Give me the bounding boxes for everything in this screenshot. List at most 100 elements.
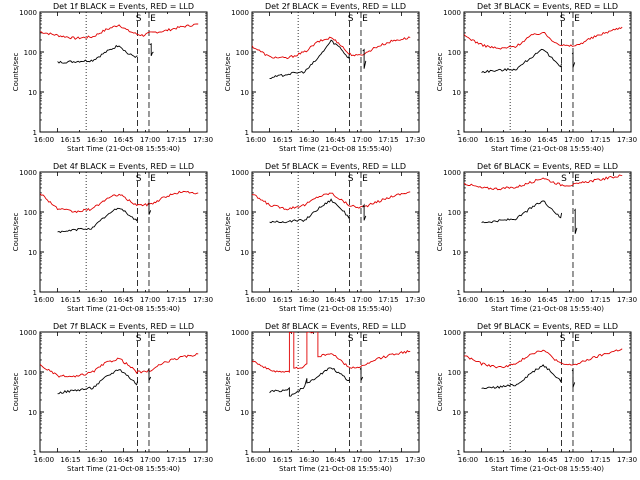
x-tick-label: 17:00 [352, 456, 372, 464]
events-series-line [362, 48, 367, 69]
x-tick-label: 16:30 [299, 136, 319, 144]
x-tick-label: 16:45 [537, 296, 557, 304]
start-marker-label: S [560, 334, 566, 344]
x-tick-label: 16:45 [325, 456, 345, 464]
x-tick-label: 16:30 [87, 456, 107, 464]
x-tick-label: 17:00 [352, 296, 372, 304]
x-tick-label: 16:15 [272, 136, 292, 144]
x-tick-label: 16:00 [34, 456, 54, 464]
panel-det-3: Det 3f BLACK = Events, RED = LLD 1 10 100 10… [436, 2, 637, 153]
x-tick-label: 17:15 [378, 136, 398, 144]
y-tick-label: 1000 [231, 329, 249, 337]
lld-series-line [464, 174, 623, 191]
x-tick-label: 17:30 [405, 456, 425, 464]
x-tick-label: 16:00 [246, 456, 266, 464]
events-series-line [362, 203, 367, 221]
panel-det-2: Det 2f BLACK = Events, RED = LLD 1 10 100 10… [224, 2, 425, 153]
y-axis-label: Counts/sec [12, 213, 20, 252]
x-tick-label: 17:30 [617, 136, 637, 144]
end-marker-label: E [362, 334, 368, 344]
y-tick-label: 1 [457, 449, 461, 457]
y-tick-label: 1000 [443, 9, 461, 17]
start-marker-label: S [348, 334, 354, 344]
events-series-line [571, 51, 576, 68]
y-tick-label: 10 [28, 89, 37, 97]
x-tick-label: 16:45 [113, 296, 133, 304]
panel-title: Det 4f BLACK = Events, RED = LLD [53, 162, 194, 171]
y-tick-label: 1000 [19, 9, 37, 17]
y-tick-label: 100 [24, 49, 37, 57]
x-tick-label: 17:00 [564, 456, 584, 464]
x-tick-label: 16:30 [299, 296, 319, 304]
plot-frame [251, 11, 420, 133]
x-tick-label: 16:30 [511, 136, 531, 144]
panel-title: Det 5f BLACK = Events, RED = LLD [265, 162, 406, 171]
panel-det-7: Det 7f BLACK = Events, RED = LLD 1 10 100 10… [12, 322, 213, 473]
lld-series-line [464, 348, 623, 369]
x-tick-label: 16:45 [537, 456, 557, 464]
end-marker-label: E [362, 174, 368, 184]
events-series-line [269, 198, 351, 224]
y-axis-label: Counts/sec [436, 53, 444, 92]
start-marker-label: S [136, 174, 142, 184]
x-tick-label: 17:30 [193, 296, 213, 304]
x-axis-label: Start Time (21-Oct-08 15:55:40) [67, 465, 180, 473]
x-tick-label: 16:45 [537, 136, 557, 144]
x-tick-label: 16:15 [60, 136, 80, 144]
events-series-line [147, 368, 152, 381]
y-axis-label: Counts/sec [224, 53, 232, 92]
x-tick-label: 17:00 [140, 296, 160, 304]
events-series-line [149, 42, 154, 57]
y-axis-label: Counts/sec [12, 373, 20, 412]
panel-title: Det 8f BLACK = Events, RED = LLD [265, 322, 406, 331]
y-tick-label: 10 [240, 249, 249, 257]
panel-det-6: Det 6f BLACK = Events, RED = LLD 1 10 100 10… [436, 162, 637, 313]
y-tick-label: 10 [28, 249, 37, 257]
y-tick-label: 1000 [19, 329, 37, 337]
y-tick-label: 1 [33, 449, 37, 457]
y-axis-label: Counts/sec [12, 53, 20, 92]
x-axis-label: Start Time (21-Oct-08 15:55:40) [67, 145, 180, 153]
y-tick-label: 100 [448, 49, 461, 57]
end-marker-label: E [574, 14, 580, 24]
x-axis-label: Start Time (21-Oct-08 15:55:40) [491, 305, 604, 313]
lld-series-line [252, 36, 411, 60]
events-series-line [147, 203, 152, 215]
x-tick-label: 16:00 [34, 296, 54, 304]
x-tick-label: 17:15 [166, 456, 186, 464]
lld-series-line [40, 352, 199, 378]
y-tick-label: 1000 [443, 169, 461, 177]
x-tick-label: 16:00 [34, 136, 54, 144]
x-tick-label: 17:30 [405, 136, 425, 144]
x-tick-label: 16:30 [87, 136, 107, 144]
start-marker-label: S [136, 14, 142, 24]
plot-frame [39, 331, 208, 453]
events-series-line [481, 48, 563, 74]
events-series-line [57, 44, 138, 64]
end-marker-label: E [574, 174, 580, 184]
y-tick-label: 1000 [231, 9, 249, 17]
y-tick-label: 100 [236, 369, 249, 377]
x-tick-label: 16:30 [299, 456, 319, 464]
y-axis-label: Counts/sec [224, 213, 232, 252]
x-tick-label: 17:00 [352, 136, 372, 144]
panel-title: Det 9f BLACK = Events, RED = LLD [477, 322, 618, 331]
x-tick-label: 16:15 [60, 296, 80, 304]
y-tick-label: 1 [33, 129, 37, 137]
start-marker-label: S [136, 334, 142, 344]
lld-series-line [464, 26, 623, 50]
x-tick-label: 17:30 [617, 296, 637, 304]
x-axis-label: Start Time (21-Oct-08 15:55:40) [279, 305, 392, 313]
y-tick-label: 10 [240, 409, 249, 417]
x-axis-label: Start Time (21-Oct-08 15:55:40) [279, 465, 392, 473]
x-tick-label: 16:45 [325, 136, 345, 144]
start-marker-label: S [348, 174, 354, 184]
x-tick-label: 16:30 [87, 296, 107, 304]
start-marker-label: S [560, 14, 566, 24]
x-tick-label: 17:00 [564, 136, 584, 144]
lld-series-line [252, 332, 411, 373]
x-tick-label: 16:30 [511, 456, 531, 464]
events-series-line [571, 368, 576, 388]
x-tick-label: 17:30 [193, 456, 213, 464]
